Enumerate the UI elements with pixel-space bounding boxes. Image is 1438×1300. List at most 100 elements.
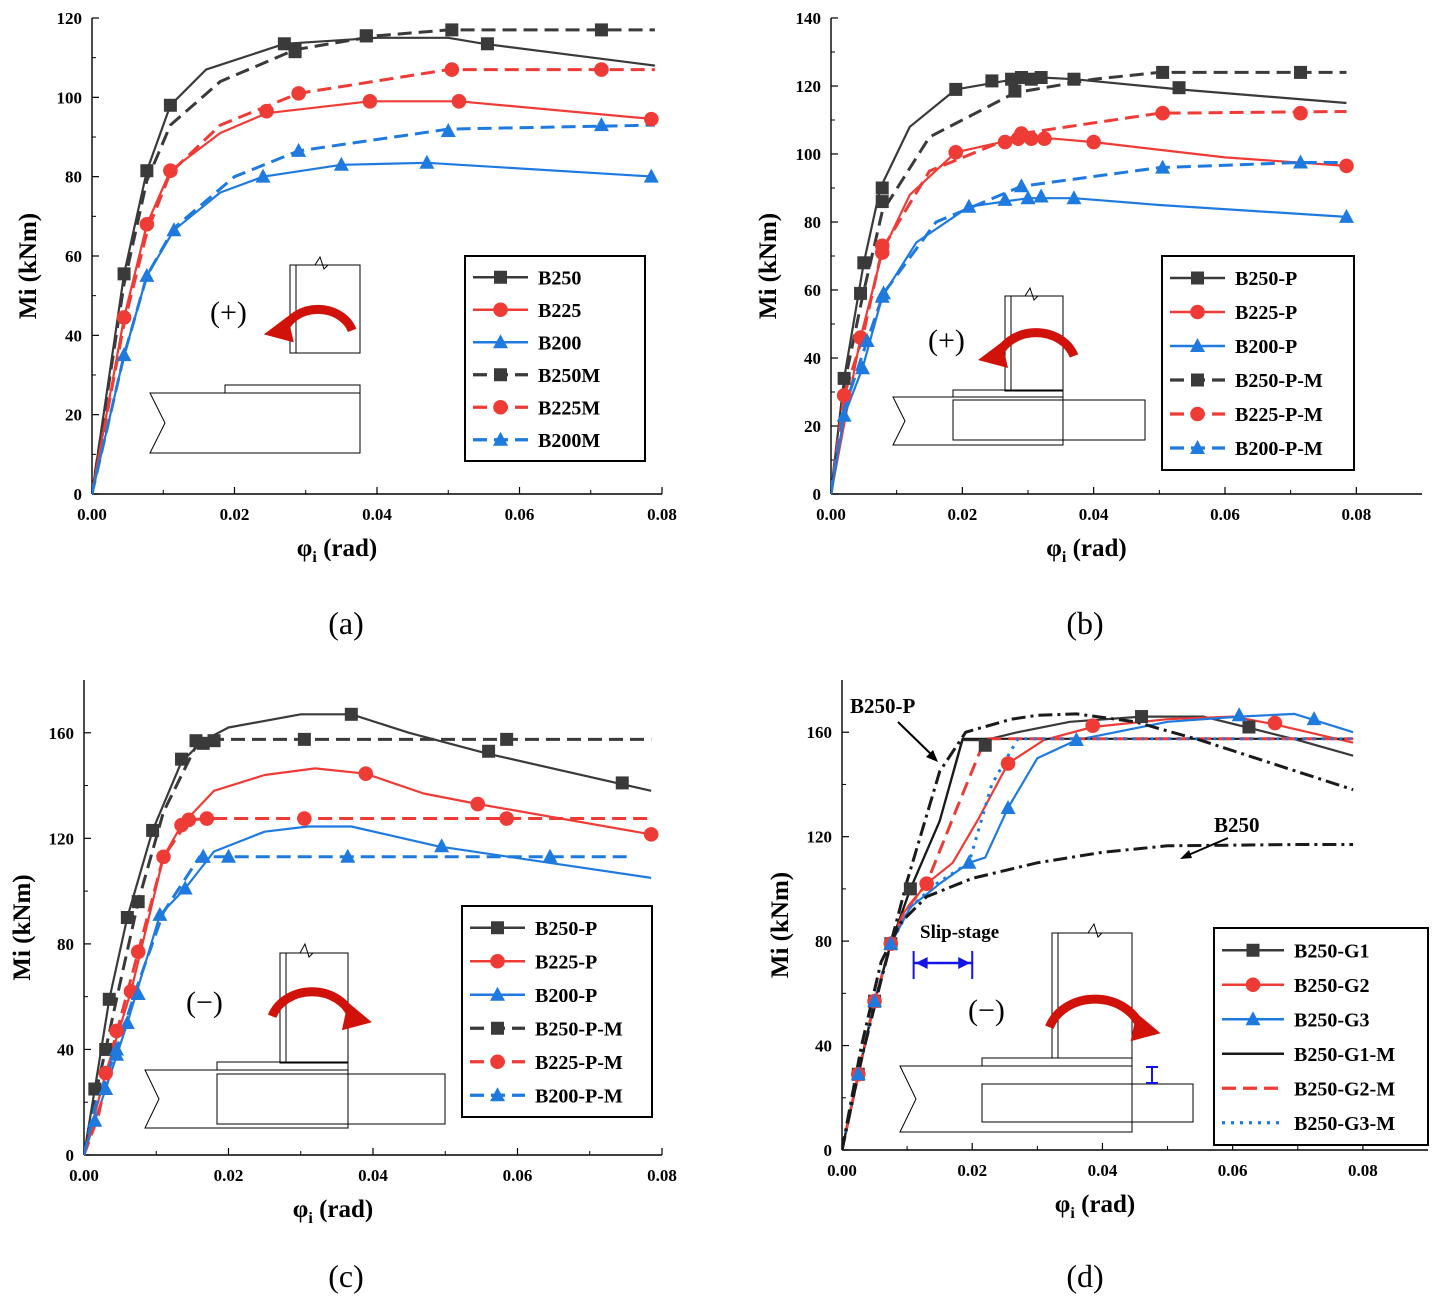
series-line-b225-p-m [831,110,1347,495]
series-line-b225-p [84,767,652,1156]
data-point-b250-p [1024,72,1038,86]
data-point-b250-p [1172,81,1186,95]
data-point-b225-p-m [1155,105,1170,121]
y-tick-label: 40 [804,349,821,368]
data-point-b200 [116,347,132,362]
data-point-b225-p [470,796,486,812]
y-tick-label: 0 [74,485,83,504]
data-point-b250-p [1067,72,1081,86]
legend-label: B225-P [1235,302,1297,324]
beam-shape [149,392,361,454]
legend: B250-P B225-P B200-P B250-P-M B225-P-M B200-P… [461,905,653,1118]
x-tick-label: 0.08 [647,505,677,524]
legend-label: B200-P-M [1235,438,1323,460]
annotation-pointer-b250 [1185,837,1229,857]
data-point-b225-p-m [199,811,215,826]
legend-label: B225 [538,300,581,322]
series-line-b200-p-m [84,855,630,1156]
data-point-b225-p [358,766,374,781]
y-tick-label: 100 [796,145,822,164]
column-shape [279,952,349,1064]
data-point-b250-p-m [1008,84,1022,98]
annotation-arrowhead-icon [926,750,938,762]
data-point-b200-p [961,198,977,213]
legend-label: B250 [538,267,581,289]
legend-marker [1190,304,1205,320]
legend-label: B250-G3-M [1294,1113,1395,1135]
legend-label: B250-P [535,918,597,940]
data-point-b250-p [207,734,221,748]
connection-diagram [899,922,1194,1133]
x-tick-label: 0.06 [505,505,535,524]
data-point-b200-p [855,360,871,375]
caption-b: (b) [1066,605,1103,641]
y-axis-label: Mi (kNm) [767,872,794,978]
data-point-b250-g3 [1231,707,1247,722]
y-tick-label: 160 [49,724,75,743]
data-point-b225-p-m [1014,128,1029,143]
data-point-b225-p-m [1293,105,1308,121]
annotation-b250-p: B250-P [850,694,916,718]
y-tick-label: 160 [807,723,833,742]
data-point-b250-g2 [1085,718,1100,733]
moment-arrowhead-icon [1130,1013,1161,1042]
data-point-b200-p [119,1015,135,1030]
beam-shape [144,1069,349,1129]
legend-marker [493,431,508,446]
data-point-b225-p [1037,131,1052,146]
legend: B250 B225 B200 B250M B225M B200M [464,255,646,462]
y-tick-label: 60 [65,247,82,266]
data-point-b200-p [434,838,450,853]
data-point-b200 [255,168,271,183]
data-point-b250-p-m [297,732,311,746]
data-point-b200 [166,222,182,237]
data-point-b200-p-m [542,848,558,863]
y-tick-label: 80 [57,935,74,954]
series-line-b250-g3-m [842,737,1354,1151]
y-tick-label: 80 [804,213,821,232]
y-tick-label: 120 [796,77,822,96]
x-axis-label: φi (rad) [297,535,377,566]
data-point-b200m [440,123,456,138]
data-point-b250 [117,267,131,281]
plot-area [831,65,1354,495]
beam-shape [899,1065,1133,1133]
y-tick-label: 100 [57,88,83,107]
y-tick-label: 40 [815,1037,832,1056]
x-tick-label: 0.02 [214,1166,244,1185]
moment-arrow-icon [267,987,357,1019]
y-tick-label: 140 [796,9,822,28]
slip-arrowhead-right-icon [958,957,971,969]
legend-marker [493,334,508,349]
x-tick-label: 0.00 [816,505,846,524]
x-tick-label: 0.04 [362,505,392,524]
x-tick-label: 0.00 [77,505,107,524]
data-point-b225 [139,216,155,232]
data-point-b250-g3 [1068,732,1084,747]
y-tick-label: 80 [65,168,82,187]
series-line-b200m [92,123,655,495]
data-point-b250-p [146,823,160,837]
x-tick-label: 0.04 [1079,505,1109,524]
moment-sign-label: (−) [968,994,1005,1027]
x-tick-label: 0.08 [1348,1161,1378,1180]
legend-marker [493,302,508,318]
y-tick-label: 40 [57,1040,74,1059]
data-point-b250-p [1014,71,1028,84]
data-point-b225-p [1339,158,1354,174]
y-tick-label: 40 [65,326,82,345]
plot-area [84,707,659,1156]
data-point-b225 [163,163,178,179]
legend-marker [1245,977,1261,993]
x-axis-label: φi (rad) [1055,1191,1135,1222]
data-point-b225 [644,111,659,127]
data-point-b200-p [130,986,146,1001]
data-point-b250-g2 [1267,715,1283,731]
data-point-b250-g1 [903,882,917,896]
data-point-b200 [643,168,659,183]
data-point-b250-g2 [919,876,934,891]
series-line-b225-p-m [84,817,652,1156]
caption-a: (a) [328,605,364,641]
moment-arrow-icon [993,328,1079,358]
data-point-b200-p [1020,190,1036,205]
